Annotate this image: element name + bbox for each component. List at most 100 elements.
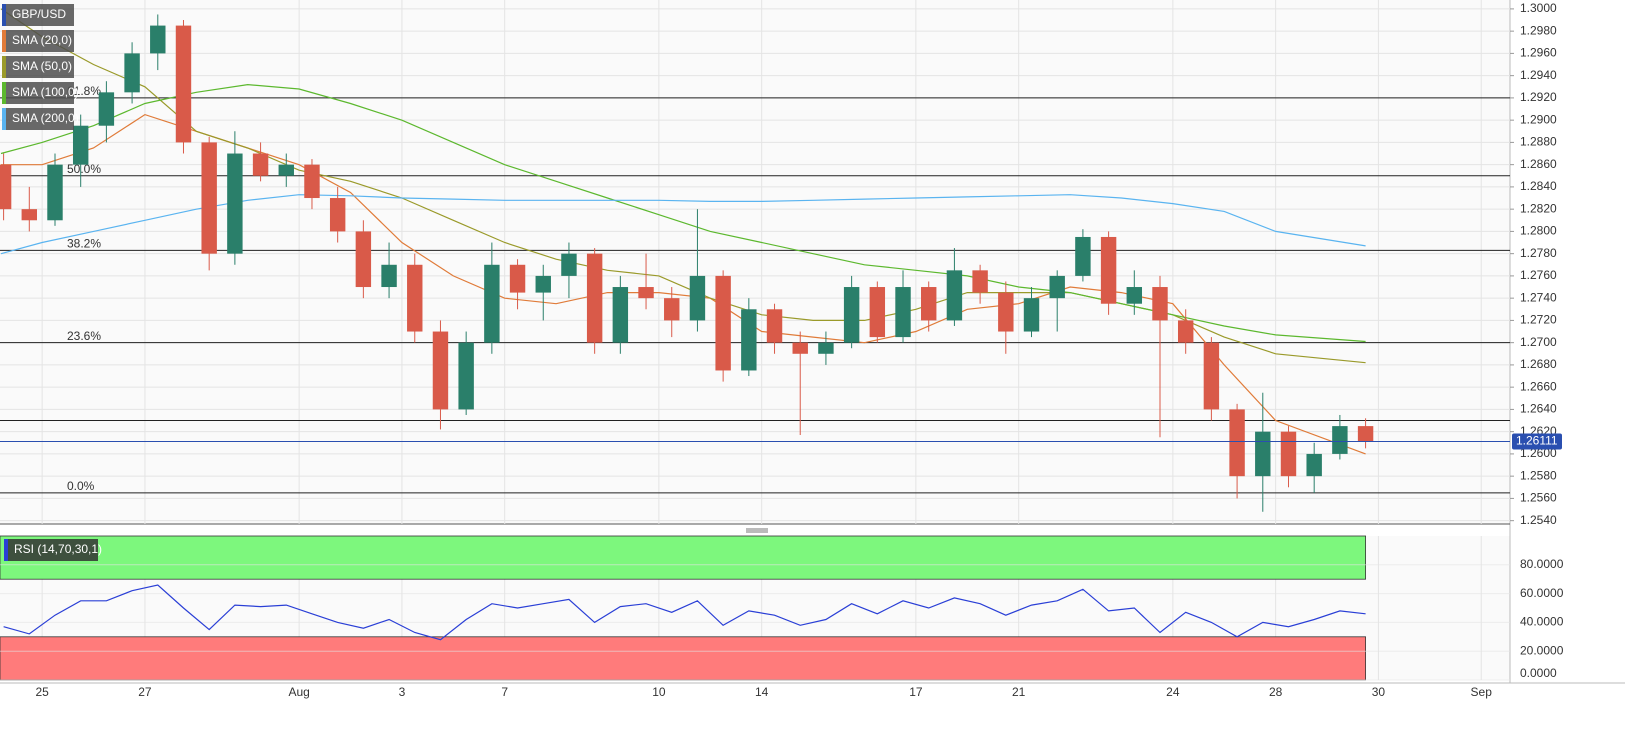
- candle-body: [355, 231, 372, 288]
- y-tick-label: 1.2800: [1520, 224, 1557, 238]
- y-tick-label: 1.2860: [1520, 157, 1557, 171]
- y-tick-label: 1.2640: [1520, 402, 1557, 416]
- legend-box: [2, 56, 74, 78]
- y-tick-label: 1.2700: [1520, 335, 1557, 349]
- candle-body: [329, 198, 346, 232]
- candle-body: [921, 287, 937, 321]
- candle-body: [304, 164, 320, 199]
- candle-body: [638, 287, 654, 299]
- candle-body: [432, 331, 449, 410]
- y-tick-label: 1.2720: [1520, 313, 1557, 327]
- candle-body: [843, 287, 860, 343]
- candle-body: [818, 342, 834, 354]
- last-price-box: [1512, 433, 1562, 450]
- legend-swatch: [2, 108, 6, 130]
- candle-body: [252, 153, 269, 176]
- y-tick-label: 40.0000: [1520, 615, 1564, 629]
- x-tick-label: 7: [501, 685, 508, 699]
- legend-box: [2, 4, 74, 26]
- rsi-line: [3, 584, 1366, 641]
- legend-box: [4, 539, 98, 561]
- candle-body: [1152, 287, 1168, 321]
- legend-swatch: [2, 30, 6, 52]
- legend-swatch: [4, 539, 8, 561]
- legend-swatch: [2, 4, 6, 26]
- candle-body: [664, 298, 680, 321]
- x-tick-label: 25: [35, 685, 49, 699]
- last-price-label: 1.26111: [1516, 434, 1558, 448]
- candle-body: [998, 292, 1014, 332]
- legend-label: GBP/USD: [12, 7, 66, 21]
- legend-label: SMA (200,0): [12, 111, 79, 125]
- candle-body: [1255, 431, 1271, 477]
- legend-box: [2, 30, 74, 52]
- fib-label: 61.8%: [67, 84, 101, 98]
- y-tick-label: 1.2880: [1520, 135, 1557, 149]
- candle-body: [895, 287, 911, 338]
- candle-body: [1332, 426, 1348, 454]
- candle-body: [407, 264, 423, 332]
- legend-label: RSI (14,70,30,1): [14, 542, 102, 556]
- x-tick-label: 3: [399, 685, 406, 699]
- candle-body: [1049, 275, 1065, 299]
- y-tick-label: 1.2780: [1520, 246, 1557, 260]
- candle-body: [1100, 236, 1117, 304]
- legend-swatch: [2, 82, 6, 104]
- candle-body: [201, 142, 217, 254]
- fib-label: 50.0%: [67, 162, 101, 176]
- candle-body: [792, 342, 808, 354]
- y-tick-label: 20.0000: [1520, 643, 1564, 657]
- x-tick-label: 27: [138, 685, 152, 699]
- candle-body: [484, 264, 500, 343]
- candle-body: [535, 275, 551, 293]
- candle-body: [1203, 342, 1220, 410]
- y-tick-label: 1.2760: [1520, 268, 1557, 282]
- candle-body: [381, 264, 397, 288]
- candle-body: [561, 253, 577, 276]
- legend-label: SMA (20,0): [12, 33, 72, 47]
- x-tick-label: 14: [755, 685, 769, 699]
- candle-body: [227, 153, 243, 254]
- candle-body: [175, 25, 192, 143]
- candle-body: [21, 209, 38, 221]
- candle-body: [1075, 236, 1091, 276]
- legend-label: SMA (100,0): [12, 85, 79, 99]
- fib-label: 0.0%: [67, 479, 95, 493]
- candle-body: [1177, 320, 1194, 343]
- y-tick-label: 1.2660: [1520, 379, 1557, 393]
- y-tick-label: 1.2820: [1520, 201, 1557, 215]
- y-tick-label: 1.2900: [1520, 112, 1557, 126]
- plot: 25 27 Aug 3 7 10 14 17 21 24 28 30 Sep 1.2540 1.2560 1.…: [0, 0, 1564, 699]
- candle-body: [47, 164, 63, 221]
- candle-body: [1306, 453, 1322, 477]
- legend-box: [2, 108, 74, 130]
- candle-body: [741, 309, 757, 371]
- x-tick-label: Aug: [288, 685, 309, 699]
- candle-body: [278, 164, 294, 176]
- candle-body: [1280, 431, 1297, 477]
- y-tick-label: 1.3000: [1520, 1, 1557, 15]
- candle-body: [509, 264, 526, 293]
- candle-body: [150, 25, 166, 54]
- y-tick-label: 1.2560: [1520, 491, 1557, 505]
- y-tick-label: 1.2600: [1520, 446, 1557, 460]
- candle-body: [1126, 287, 1143, 304]
- y-tick-label: 1.2540: [1520, 513, 1557, 527]
- y-tick-label: 80.0000: [1520, 557, 1564, 571]
- candle-body: [0, 164, 12, 210]
- candle-body: [689, 275, 706, 321]
- candle-body: [1357, 426, 1374, 442]
- panel-resize-handle[interactable]: [746, 528, 768, 533]
- candle-body: [869, 287, 886, 338]
- y-tick-label: 1.2940: [1520, 68, 1557, 82]
- y-tick-label: 1.2740: [1520, 290, 1557, 304]
- x-tick-label: 21: [1012, 685, 1026, 699]
- legend-label: SMA (50,0): [12, 59, 72, 73]
- y-tick-label: 1.2960: [1520, 46, 1557, 60]
- candle-body: [766, 309, 783, 343]
- y-tick-label: 1.2840: [1520, 179, 1557, 193]
- y-tick-label: 1.2920: [1520, 90, 1557, 104]
- candle-body: [586, 253, 603, 343]
